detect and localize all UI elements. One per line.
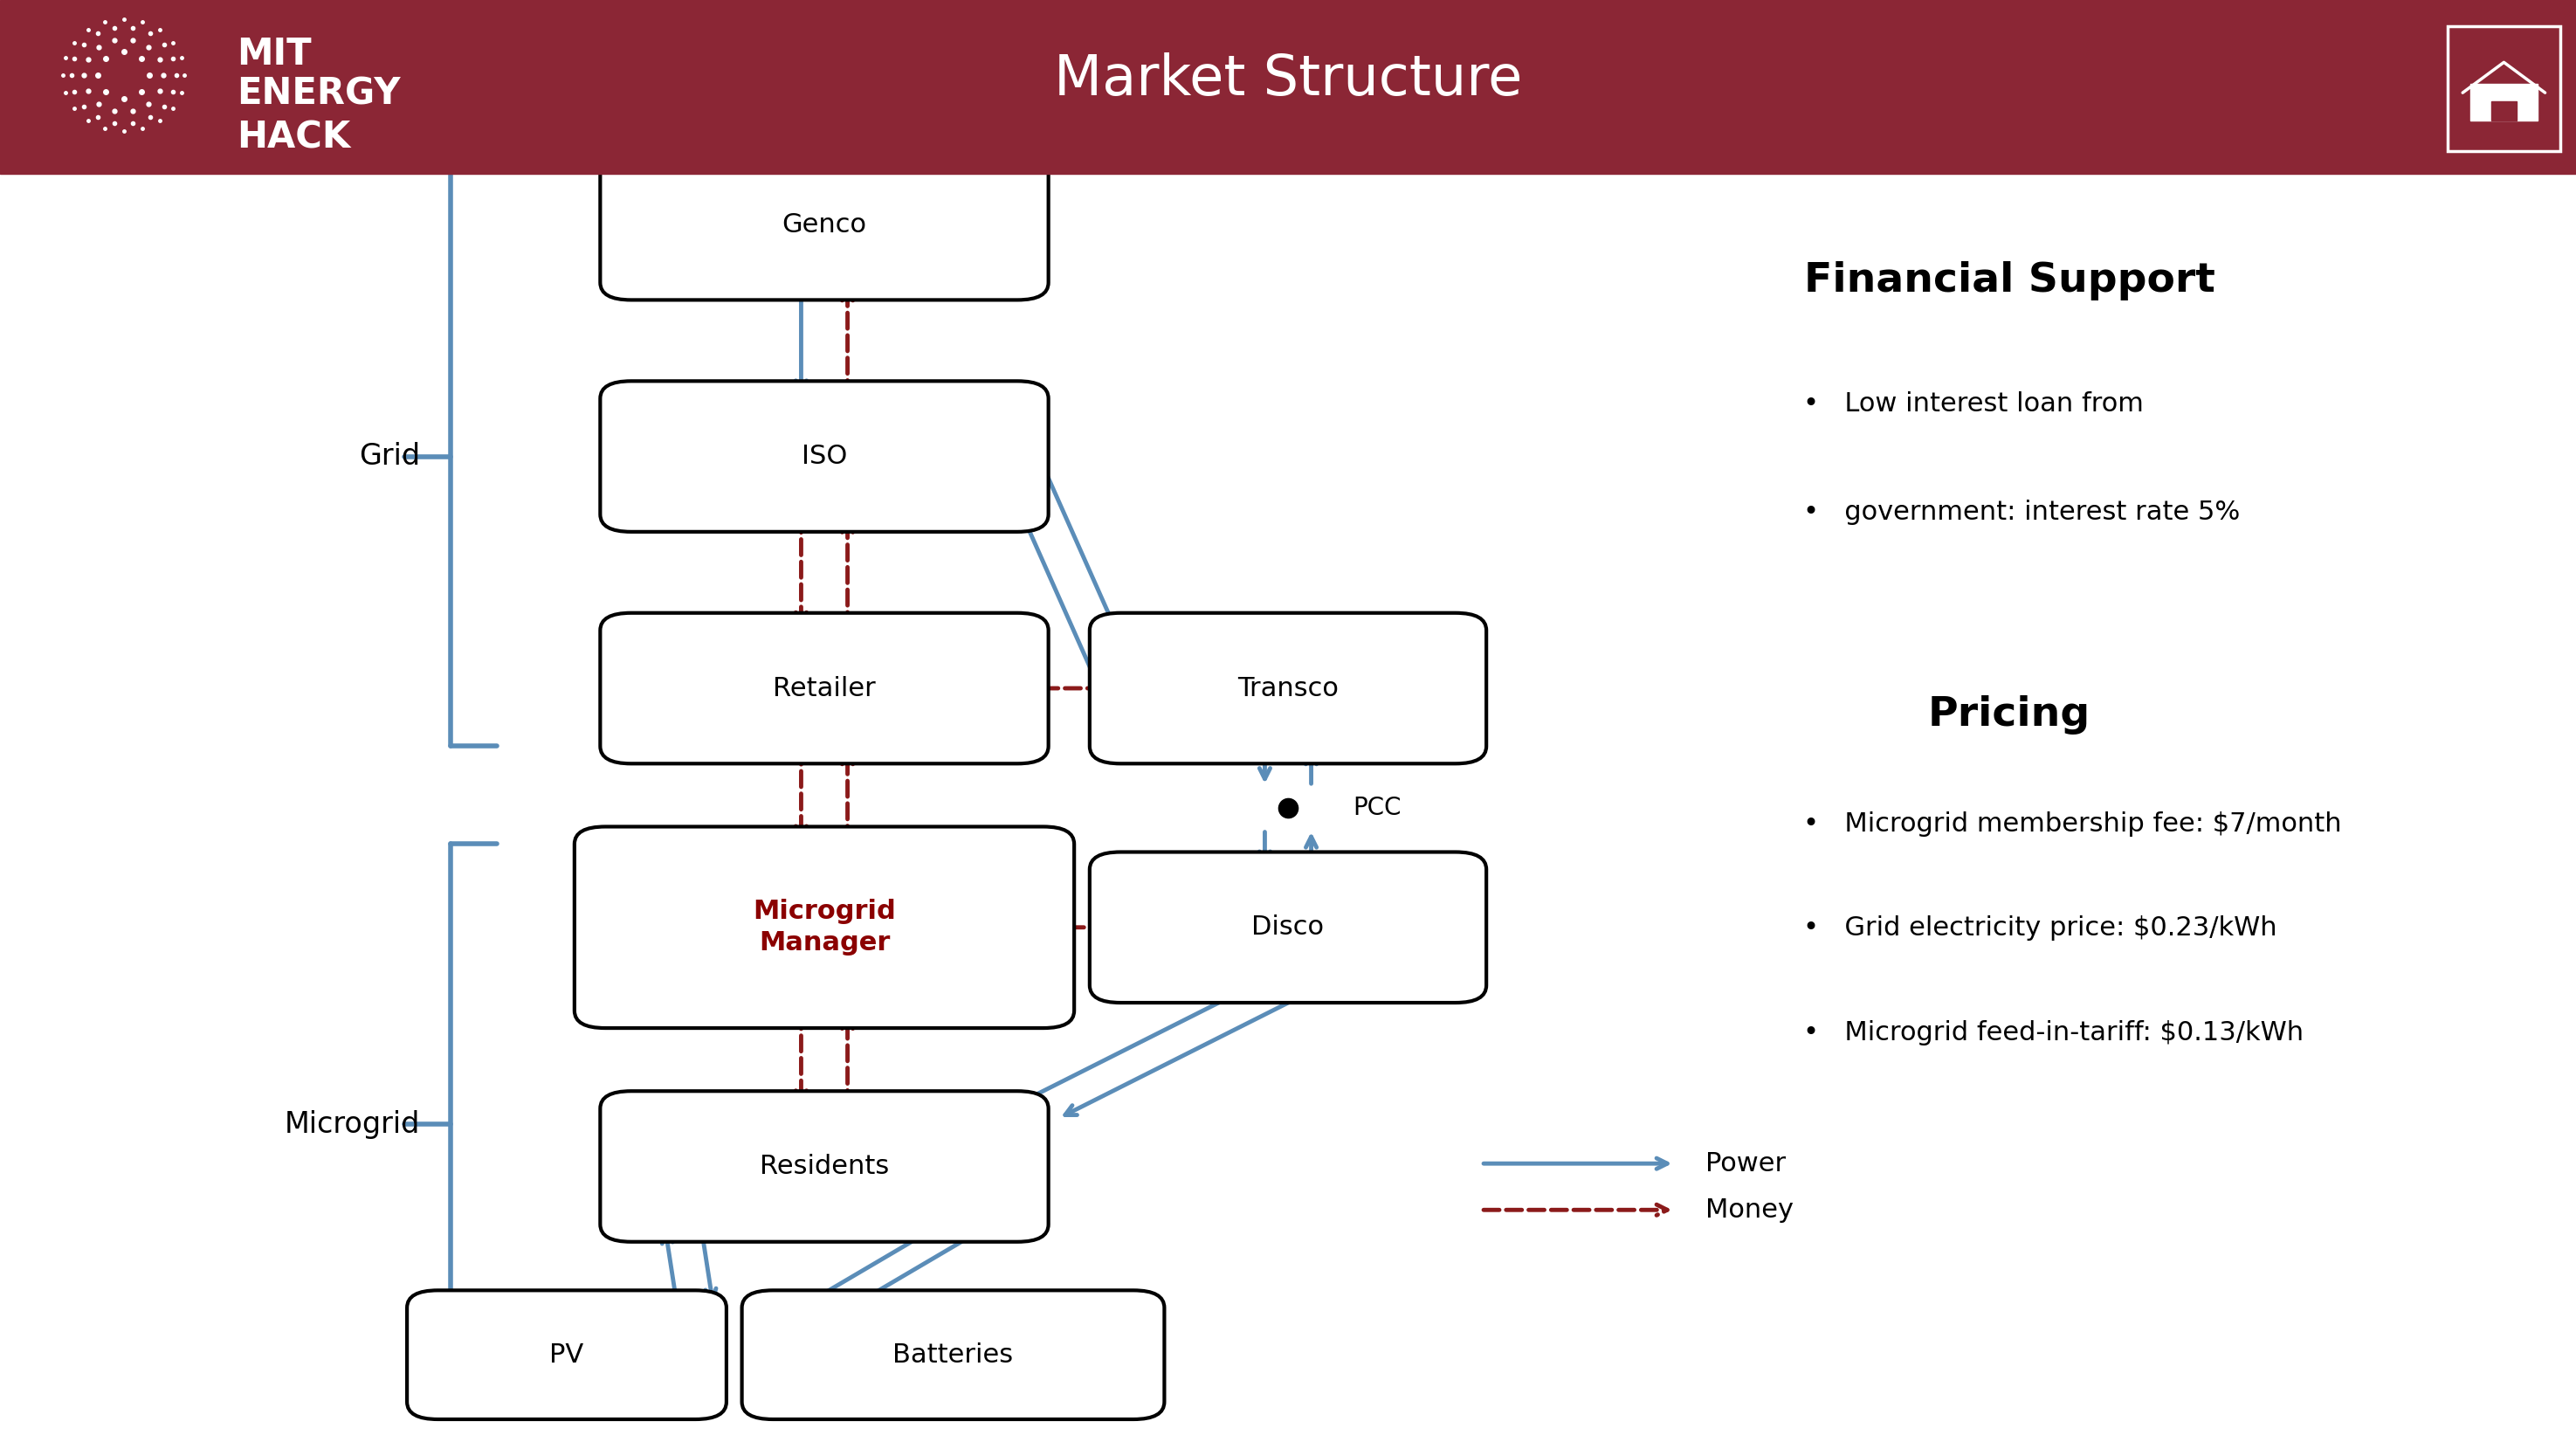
Text: ENERGY: ENERGY — [237, 75, 402, 112]
Bar — [2491, 101, 2517, 120]
Text: PV: PV — [549, 1342, 585, 1368]
Text: •   Low interest loan from: • Low interest loan from — [1803, 391, 2143, 416]
Text: •   government: interest rate 5%: • government: interest rate 5% — [1803, 500, 2241, 525]
Bar — [0, 0, 2576, 174]
Text: •   Microgrid membership fee: $7/month: • Microgrid membership fee: $7/month — [1803, 811, 2342, 836]
Text: Financial Support: Financial Support — [1803, 261, 2215, 300]
FancyBboxPatch shape — [600, 613, 1048, 764]
Text: Microgrid
Manager: Microgrid Manager — [752, 898, 896, 956]
Text: Money: Money — [1705, 1197, 1793, 1223]
FancyBboxPatch shape — [1090, 613, 1486, 764]
Text: PCC: PCC — [1352, 796, 1401, 820]
Text: Grid: Grid — [358, 442, 420, 471]
Text: Residents: Residents — [760, 1153, 889, 1179]
Bar — [2470, 84, 2537, 120]
Text: Microgrid: Microgrid — [283, 1110, 420, 1139]
Text: •   Microgrid feed-in-tariff: $0.13/kWh: • Microgrid feed-in-tariff: $0.13/kWh — [1803, 1020, 2303, 1045]
FancyBboxPatch shape — [742, 1290, 1164, 1420]
FancyBboxPatch shape — [407, 1290, 726, 1420]
Text: HACK: HACK — [237, 119, 350, 155]
Text: Genco: Genco — [783, 212, 866, 238]
Text: Market Structure: Market Structure — [1054, 52, 1522, 107]
Text: Retailer: Retailer — [773, 675, 876, 701]
Text: Disco: Disco — [1252, 914, 1324, 940]
Text: MIT: MIT — [237, 36, 312, 72]
Text: Transco: Transco — [1236, 675, 1340, 701]
FancyBboxPatch shape — [2447, 26, 2561, 151]
FancyBboxPatch shape — [1090, 852, 1486, 1003]
Text: •   Grid electricity price: $0.23/kWh: • Grid electricity price: $0.23/kWh — [1803, 916, 2277, 940]
Text: Pricing: Pricing — [1927, 696, 2092, 735]
FancyBboxPatch shape — [600, 149, 1048, 300]
FancyBboxPatch shape — [600, 1091, 1048, 1242]
FancyBboxPatch shape — [600, 381, 1048, 532]
FancyBboxPatch shape — [574, 826, 1074, 1029]
Text: Batteries: Batteries — [894, 1342, 1012, 1368]
Text: ISO: ISO — [801, 443, 848, 469]
Text: Power: Power — [1705, 1151, 1785, 1177]
